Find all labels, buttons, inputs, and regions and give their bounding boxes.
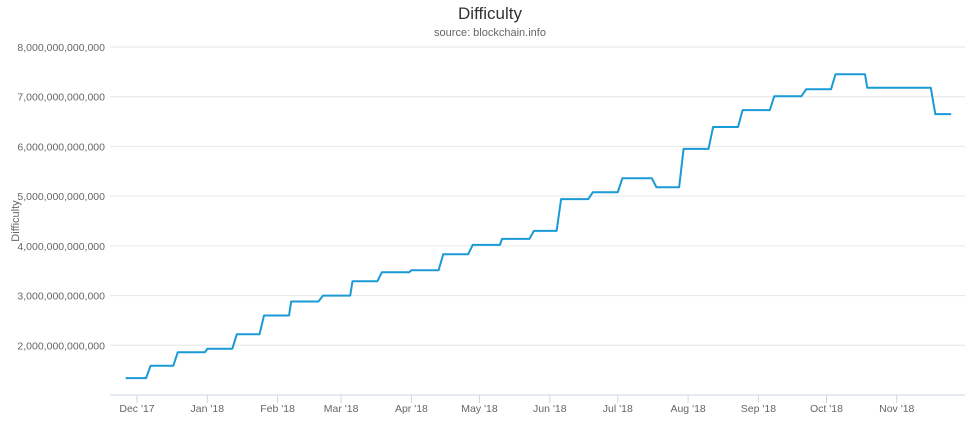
- y-tick-label: 2,000,000,000,000: [17, 340, 105, 352]
- chart-subtitle: source: blockchain.info: [434, 27, 546, 39]
- difficulty-series-line: [125, 73, 952, 380]
- y-tick-label: 8,000,000,000,000: [17, 42, 105, 54]
- x-tick-label: Oct '18: [810, 403, 843, 415]
- y-axis-title: Difficulty: [10, 200, 22, 242]
- y-tick-label: 6,000,000,000,000: [17, 141, 105, 153]
- chart-title: Difficulty: [458, 4, 522, 23]
- x-tick-label: Nov '18: [879, 403, 914, 415]
- x-tick-label: Sep '18: [741, 403, 776, 415]
- y-tick-label: 5,000,000,000,000: [17, 191, 105, 203]
- x-tick-label: Jun '18: [533, 403, 567, 415]
- x-tick-label: Jul '18: [603, 403, 633, 415]
- y-tick-label: 4,000,000,000,000: [17, 241, 105, 253]
- y-tick-label: 7,000,000,000,000: [17, 92, 105, 104]
- x-tick-label: Apr '18: [395, 403, 428, 415]
- x-tick-label: Mar '18: [324, 403, 359, 415]
- x-tick-label: Jan '18: [191, 403, 225, 415]
- x-tick-label: Dec '17: [119, 403, 154, 415]
- x-tick-label: Feb '18: [260, 403, 295, 415]
- x-tick-label: May '18: [461, 403, 498, 415]
- y-tick-label: 3,000,000,000,000: [17, 291, 105, 303]
- x-tick-label: Aug '18: [670, 403, 705, 415]
